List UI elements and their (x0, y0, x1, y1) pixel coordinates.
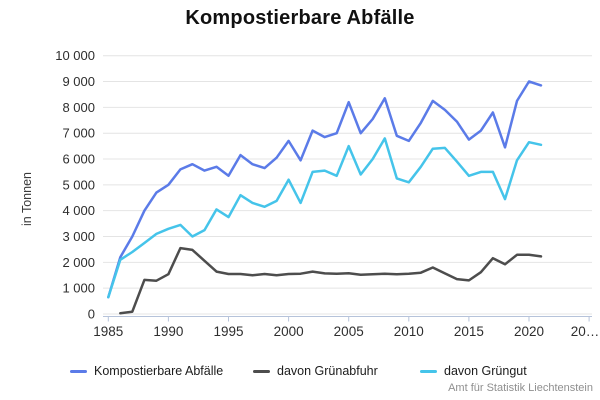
attribution: Amt für Statistik Liechtenstein (448, 382, 593, 394)
y-tick-label: 0 (88, 307, 95, 322)
y-tick-label: 9 000 (62, 74, 95, 89)
legend-swatch-gruengut-icon (420, 369, 437, 373)
y-tick-label: 6 000 (62, 152, 95, 167)
legend-item-gruengut: davon Grüngut (420, 364, 527, 378)
x-tick-label: 1985 (93, 324, 123, 339)
legend-swatch-total-icon (70, 369, 87, 373)
x-tick-label: 20… (571, 324, 600, 339)
y-tick-label: 8 000 (62, 100, 95, 115)
y-tick-label: 4 000 (62, 203, 95, 218)
y-tick-label: 2 000 (62, 255, 95, 270)
series-line-total (107, 80, 543, 299)
legend-label-total: Kompostierbare Abfälle (94, 364, 224, 378)
y-tick-label: 3 000 (62, 229, 95, 244)
x-tick-label: 2020 (514, 324, 544, 339)
y-tick-label: 10 000 (55, 48, 95, 63)
series-line-gruengut (107, 137, 543, 299)
x-tick-label: 2015 (454, 324, 484, 339)
legend-label-gruenabfuhr: davon Grünabfuhr (277, 364, 378, 378)
legend-label-gruengut: davon Grüngut (444, 364, 527, 378)
series-line-gruenabfuhr (119, 246, 543, 315)
x-tick-label: 2000 (274, 324, 304, 339)
legend-item-gruenabfuhr: davon Grünabfuhr (253, 364, 378, 378)
x-tick-label: 1995 (213, 324, 243, 339)
legend-item-total: Kompostierbare Abfälle (70, 364, 223, 378)
y-tick-label: 7 000 (62, 126, 95, 141)
x-tick-label: 2005 (334, 324, 364, 339)
y-tick-label: 1 000 (62, 281, 95, 296)
x-tick-label: 2010 (394, 324, 424, 339)
legend-swatch-gruenabfuhr-icon (253, 369, 270, 373)
x-tick-label: 1990 (153, 324, 183, 339)
y-tick-label: 5 000 (62, 177, 95, 192)
chart-title: Kompostierbare Abfälle (185, 7, 415, 29)
